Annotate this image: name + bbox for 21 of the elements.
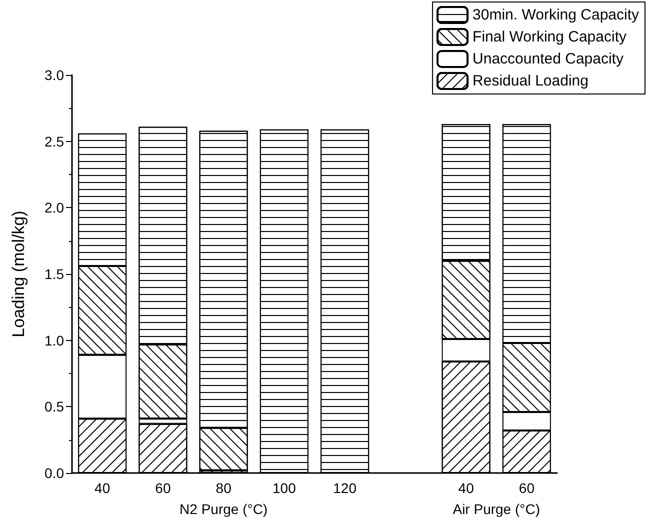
y-tick-label: 1.5: [44, 266, 64, 282]
x-tick-label: 80: [216, 480, 232, 496]
legend-label: Unaccounted Capacity: [472, 50, 624, 68]
y-tick-label: 0.5: [44, 398, 64, 415]
x-tick-label: 120: [333, 480, 357, 496]
legend-label: 30min. Working Capacity: [472, 6, 640, 24]
y-tick-label: 3.0: [44, 67, 64, 83]
y-tick-label: 2.0: [44, 200, 64, 216]
y-tick-label: 0.0: [44, 465, 64, 481]
legend-label: Final Working Capacity: [472, 28, 627, 46]
y-tick-label: 2.5: [44, 133, 64, 150]
legend-label: Residual Loading: [472, 72, 588, 90]
x-tick-label: 40: [458, 480, 474, 496]
x-tick-label: 40: [94, 480, 110, 496]
y-axis-title: Loading (mol/kg): [9, 210, 28, 338]
x-tick-label: 60: [155, 480, 171, 496]
x-tick-label: 100: [272, 480, 296, 496]
y-tick-label: 1.0: [44, 332, 64, 348]
x-tick-label: 60: [518, 480, 535, 496]
text: Air Purge (°C): [452, 501, 540, 517]
x-axis-title: N2 Purge (°C): [180, 501, 268, 517]
